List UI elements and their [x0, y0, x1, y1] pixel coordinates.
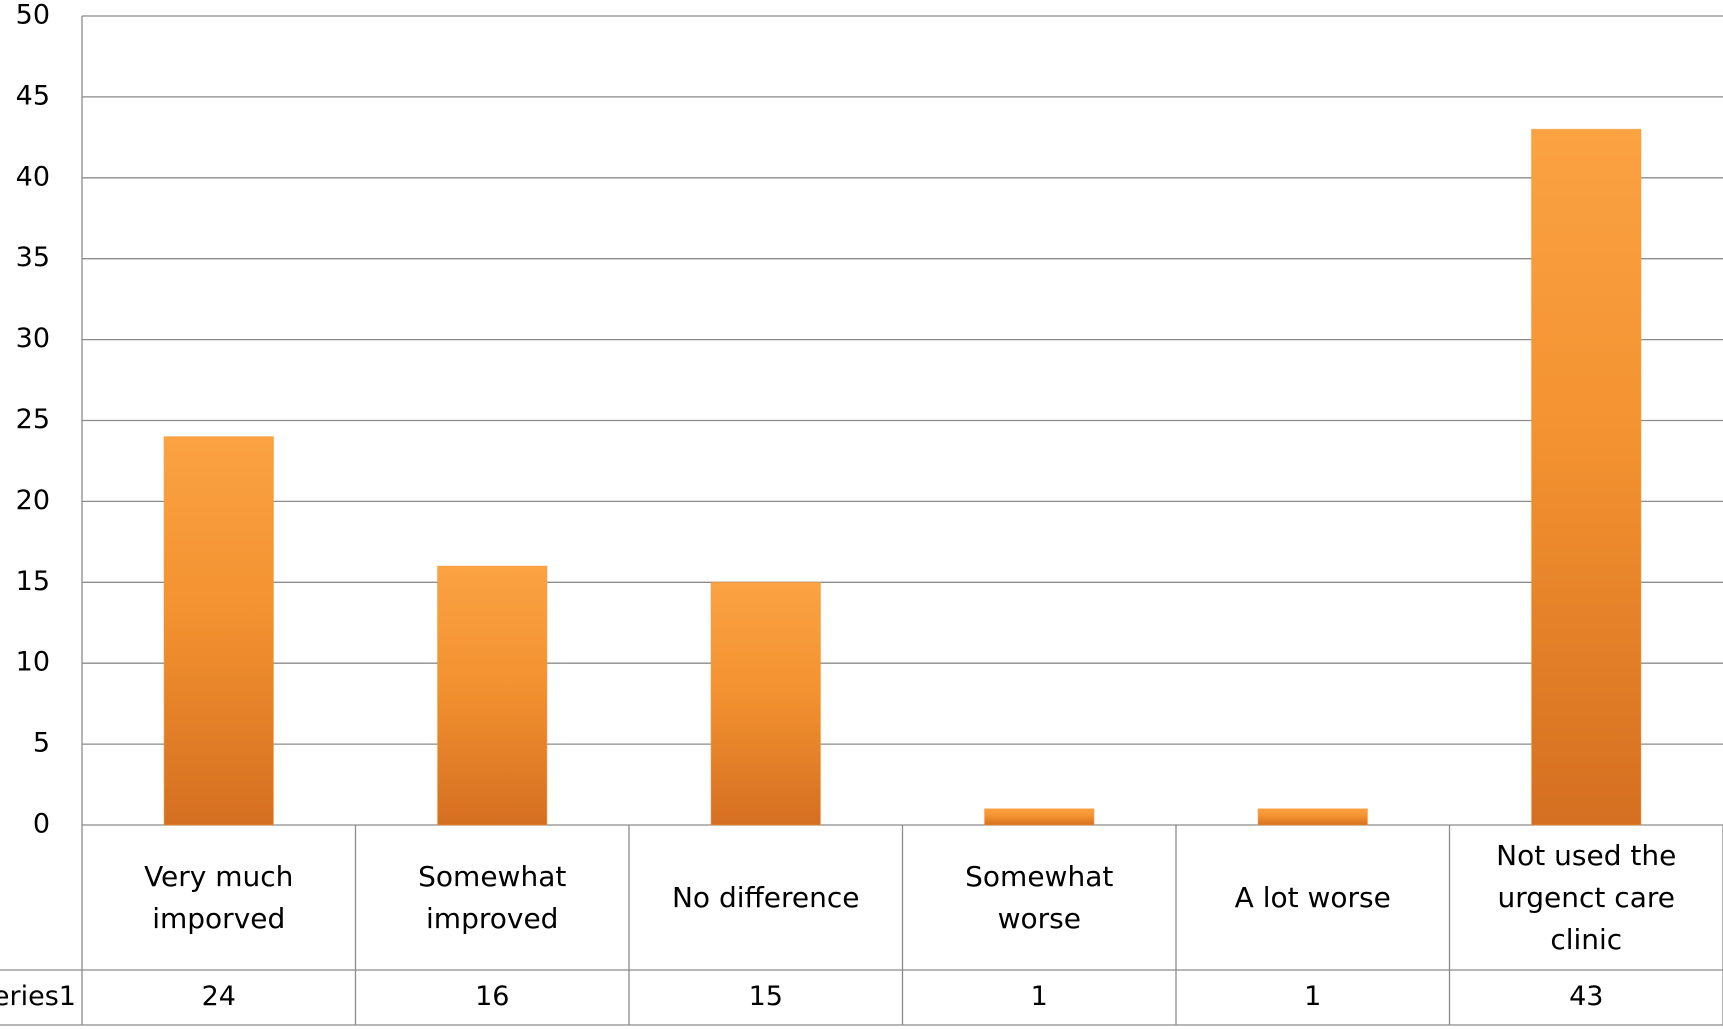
bar	[1257, 808, 1368, 826]
category-label-text: Somewhat worse	[965, 859, 1114, 935]
y-tick-label: 30	[16, 323, 50, 354]
category-label: No difference	[629, 825, 903, 970]
category-label-text: Somewhat improved	[418, 859, 567, 935]
category-label-text: Very much imporved	[144, 859, 294, 935]
y-tick-label: 45	[16, 80, 50, 111]
y-tick-label: 50	[16, 0, 50, 31]
table-value: 24	[202, 981, 236, 1012]
category-label: Somewhat improved	[356, 825, 630, 970]
bar	[437, 565, 548, 826]
y-tick-label: 15	[16, 566, 50, 597]
y-tick-label: 35	[16, 242, 50, 273]
table-value: 1	[1304, 981, 1321, 1012]
table-value: 1	[1031, 981, 1048, 1012]
y-tick-label: 25	[16, 404, 50, 435]
category-label: Not used the urgenct care clinic	[1450, 825, 1723, 970]
category-label: Somewhat worse	[903, 825, 1177, 970]
table-value: 16	[475, 981, 509, 1012]
category-label-text: A lot worse	[1234, 880, 1391, 914]
y-tick-label: 10	[16, 647, 50, 678]
bar	[984, 808, 1095, 826]
y-tick-label: 20	[16, 485, 50, 516]
bar	[710, 581, 821, 826]
category-label: Very much imporved	[82, 825, 356, 970]
category-label: A lot worse	[1176, 825, 1450, 970]
y-tick-label: 0	[33, 809, 50, 840]
y-tick-label: 5	[33, 728, 50, 759]
category-label-text: Not used the urgenct care clinic	[1496, 838, 1677, 956]
bar	[163, 436, 274, 826]
table-value: 43	[1569, 981, 1603, 1012]
table-value: 15	[749, 981, 783, 1012]
series-name: Series1	[0, 981, 76, 1012]
y-tick-label: 40	[16, 161, 50, 192]
bar	[1531, 128, 1642, 826]
category-label-text: No difference	[671, 880, 860, 914]
